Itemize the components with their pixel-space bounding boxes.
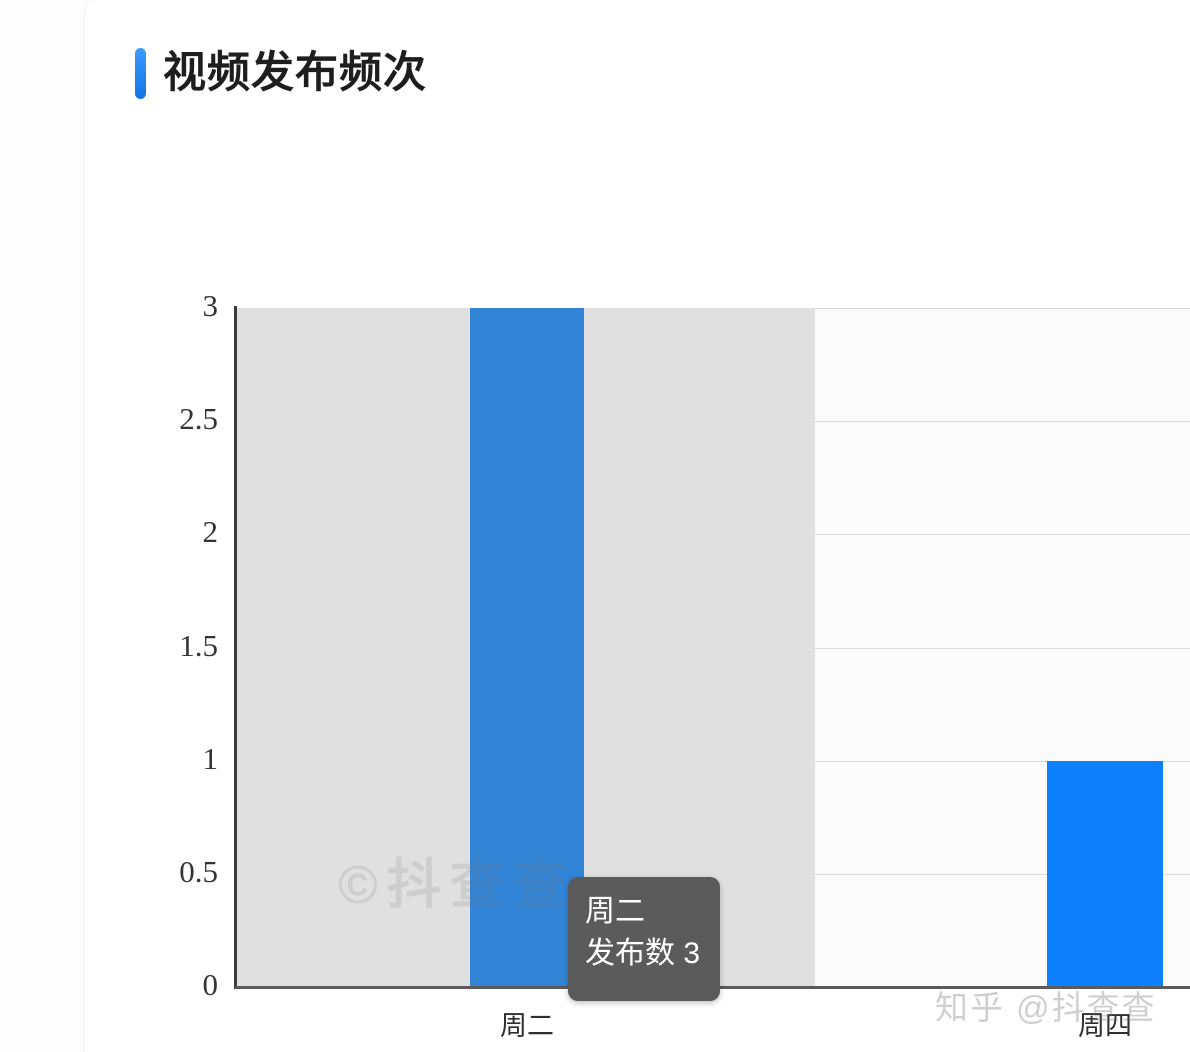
y-tick-label: 3 [202,288,219,323]
y-tick-label: 0.5 [179,853,218,889]
plot-area [235,308,1190,988]
title-accent-bar [135,48,146,99]
bar-周四[interactable] [1047,760,1163,987]
y-tick-label: 2.5 [179,401,218,437]
y-tick-label: 1 [202,740,219,776]
y-tick-label: 1.5 [179,627,218,663]
chart-tooltip: 周二 发布数 3 [568,877,720,1001]
tooltip-category: 周二 [585,895,645,928]
y-tick-label: 0 [202,967,219,1002]
y-axis-line [234,306,237,989]
y-tick-label: 2 [202,514,219,550]
tooltip-value-row: 发布数 3 [585,937,701,971]
bar-周二[interactable] [470,308,584,987]
x-tick-label: 周四 [1078,1011,1132,1041]
x-tick-label: 周二 [500,1011,554,1041]
page-title: 视频发布频次 [163,49,427,97]
card-header: 视频发布频次 [135,48,427,99]
